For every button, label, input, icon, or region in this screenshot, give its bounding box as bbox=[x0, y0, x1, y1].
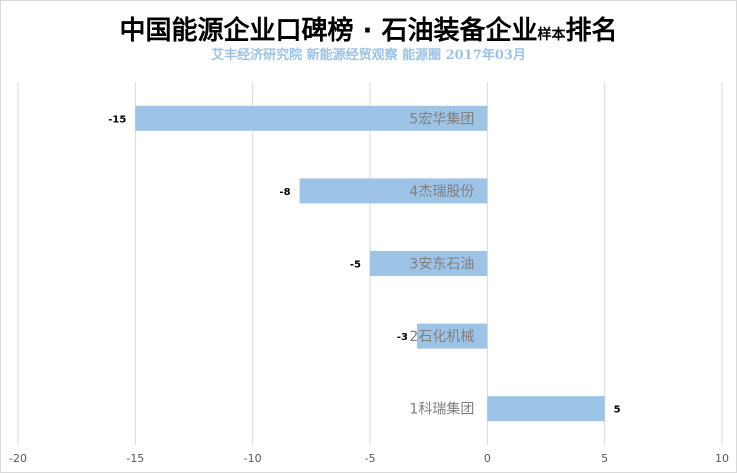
x-tick-label: -15 bbox=[126, 452, 144, 465]
category-label: 2石化机械 bbox=[409, 329, 474, 345]
value-label: -3 bbox=[397, 332, 408, 343]
bar bbox=[487, 396, 605, 422]
value-label: -15 bbox=[108, 114, 126, 125]
bar bbox=[370, 251, 488, 276]
category-label: 1科瑞集团 bbox=[409, 401, 474, 418]
x-tick-label: -20 bbox=[9, 452, 27, 465]
value-labels: -15 -8 -5 -3 5 bbox=[108, 114, 620, 415]
category-label: 4杰瑞股份 bbox=[409, 184, 474, 200]
chart-title-main: 中国能源企业口碑榜 · 石油装备企业 bbox=[119, 16, 538, 46]
value-label: -5 bbox=[350, 260, 361, 271]
bar bbox=[299, 178, 488, 204]
value-label: 5 bbox=[614, 405, 621, 416]
x-tick-label: 0 bbox=[484, 452, 491, 465]
bar bbox=[416, 323, 488, 349]
category-labels: 5宏华集团 4杰瑞股份 3安东石油 2石化机械 1科瑞集团 bbox=[409, 110, 474, 417]
x-tick-label: 10 bbox=[715, 452, 729, 465]
x-tick-label: -10 bbox=[244, 452, 262, 465]
x-tick-labels: -20 -15 -10 -5 0 5 10 bbox=[9, 452, 729, 465]
chart-subtitle: 艾丰经济研究院 新能源经贸观察 能源圈 2017年03月 bbox=[211, 48, 526, 63]
x-tick-label: -5 bbox=[365, 452, 376, 465]
category-label: 5宏华集团 bbox=[409, 110, 474, 127]
bars bbox=[135, 105, 605, 422]
chart-title-tail: 排名 bbox=[565, 16, 618, 46]
x-tick-label: 5 bbox=[601, 452, 608, 465]
bar bbox=[135, 105, 488, 131]
chart-title: 中国能源企业口碑榜 · 石油装备企业样本排名 bbox=[0, 10, 737, 47]
category-label: 3安东石油 bbox=[409, 257, 474, 273]
chart-title-small: 样本 bbox=[537, 27, 566, 43]
value-label: -8 bbox=[279, 187, 290, 198]
